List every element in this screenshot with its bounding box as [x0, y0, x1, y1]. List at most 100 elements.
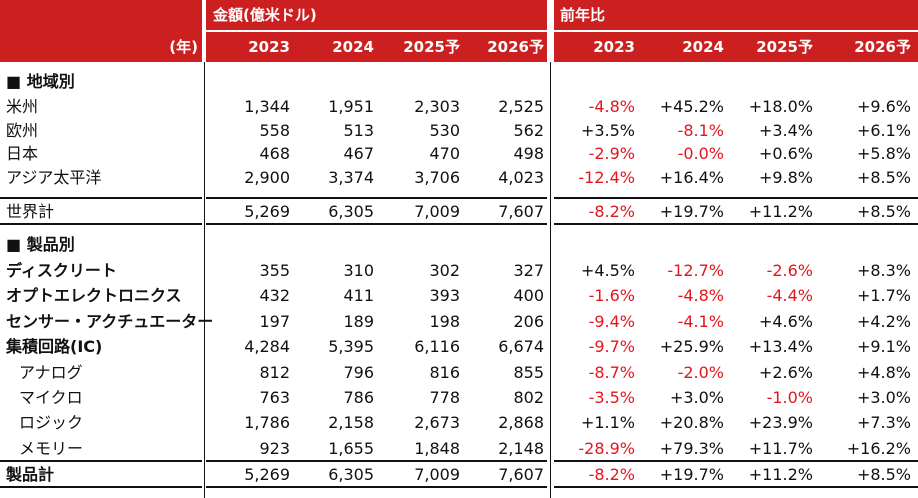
amount-cell: 206 — [513, 311, 544, 331]
amount-cell: 796 — [343, 362, 374, 382]
amount-cell: 778 — [429, 388, 460, 407]
yoy-cell: +2.6% — [758, 362, 813, 382]
amount-cell: 816 — [429, 362, 460, 382]
yoy-cell: -8.2% — [588, 465, 635, 484]
amount-cell: 355 — [259, 261, 290, 280]
amount-year-header: 2026予 — [487, 38, 544, 56]
yoy-cell: +7.3% — [856, 413, 911, 433]
yoy-cell: +19.7% — [659, 465, 724, 484]
yoy-cell: +1.7% — [856, 286, 911, 306]
yoy-cell: +9.8% — [758, 167, 813, 187]
amount-cell: 2,148 — [498, 438, 544, 458]
yoy-cell: +45.2% — [659, 97, 724, 116]
yoy-cell: +13.4% — [748, 337, 813, 357]
amount-year-header: 2025予 — [403, 38, 460, 56]
total-rule — [0, 460, 202, 462]
yoy-cell: +4.8% — [856, 362, 911, 382]
yoy-cell: -1.6% — [588, 286, 635, 306]
table-row: アナログ 812 796 816 855 -8.7% -2.0% +2.6% +4.8% — [0, 360, 918, 385]
amount-cell: 530 — [429, 120, 460, 140]
yoy-cell: -4.4% — [766, 286, 813, 306]
yoy-year-header: 2025予 — [756, 38, 813, 56]
yoy-cell: +9.6% — [856, 97, 911, 116]
amount-cell: 4,023 — [498, 167, 544, 187]
amount-cell: 5,269 — [244, 202, 290, 221]
table-row: ディスクリート 355 310 302 327 +4.5% -12.7% -2.6% +8.3% — [0, 258, 918, 283]
yoy-cell: +5.8% — [856, 144, 911, 163]
total-row: 製品計 5,269 6,305 7,009 7,607 -8.2% +19.7% +11.2%… — [0, 462, 918, 487]
amount-cell: 2,303 — [414, 97, 460, 116]
yoy-cell: -4.8% — [588, 97, 635, 116]
year-label: (年) — [169, 38, 198, 56]
total-rule — [0, 486, 202, 488]
yoy-cell: +4.2% — [856, 311, 911, 331]
amount-cell: 470 — [429, 144, 460, 163]
yoy-cell: -9.4% — [588, 311, 635, 331]
yoy-cell: +3.0% — [669, 388, 724, 407]
column-divider — [204, 62, 205, 498]
yoy-cell: -8.2% — [588, 202, 635, 221]
amount-cell: 327 — [513, 261, 544, 280]
header-separator — [554, 30, 918, 32]
amount-cell: 2,525 — [498, 97, 544, 116]
yoy-cell: +23.9% — [748, 413, 813, 433]
amount-cell: 855 — [513, 362, 544, 382]
row-label: センサー・アクチュエーター — [6, 311, 214, 331]
yoy-cell: -4.1% — [677, 311, 724, 331]
yoy-cell: +11.2% — [748, 202, 813, 221]
amount-cell: 1,655 — [328, 438, 374, 458]
total-row: 世界計 5,269 6,305 7,009 7,607 -8.2% +19.7% +11.2%… — [0, 199, 918, 224]
yoy-cell: -12.4% — [578, 167, 635, 187]
amount-cell: 3,374 — [328, 167, 374, 187]
header-separator — [547, 0, 554, 62]
amount-year-header: 2024 — [332, 38, 374, 56]
yoy-cell: +8.5% — [856, 167, 911, 187]
yoy-cell: +20.8% — [659, 413, 724, 433]
amount-cell: 498 — [513, 144, 544, 163]
yoy-cell: -4.8% — [677, 286, 724, 306]
table-row: センサー・アクチュエーター 197 189 198 206 -9.4% -4.1% +4.6%… — [0, 309, 918, 334]
table-header: 金額(億米ドル) 前年比 (年) 2023 2024 2025予 2026予 2… — [0, 0, 918, 62]
amount-cell: 198 — [429, 311, 460, 331]
amount-cell: 6,674 — [498, 337, 544, 357]
amount-cell: 513 — [343, 120, 374, 140]
yoy-cell: -2.9% — [588, 144, 635, 163]
yoy-cell: +19.7% — [659, 202, 724, 221]
total-rule — [0, 223, 202, 225]
amount-cell: 6,116 — [414, 337, 460, 357]
row-label: 米州 — [6, 97, 39, 116]
amount-cell: 7,607 — [498, 202, 544, 221]
yoy-cell: +8.5% — [856, 202, 911, 221]
amount-cell: 1,786 — [244, 413, 290, 433]
amount-cell: 6,305 — [328, 465, 374, 484]
yoy-cell: -28.9% — [578, 438, 635, 458]
yoy-cell: -12.7% — [667, 261, 724, 280]
amount-cell: 5,395 — [328, 337, 374, 357]
amount-cell: 558 — [259, 120, 290, 140]
amount-cell: 2,158 — [328, 413, 374, 433]
yoy-cell: -0.0% — [677, 144, 724, 163]
section-heading-product: ■ 製品別 — [6, 235, 75, 254]
amount-cell: 468 — [259, 144, 290, 163]
yoy-cell: +16.4% — [659, 167, 724, 187]
yoy-cell: +9.1% — [856, 337, 911, 357]
yoy-cell: +4.5% — [580, 261, 635, 280]
yoy-cell: +3.0% — [856, 388, 911, 407]
yoy-cell: +4.6% — [758, 311, 813, 331]
row-label: アナログ — [19, 362, 83, 382]
yoy-cell: -2.6% — [766, 261, 813, 280]
yoy-group-title: 前年比 — [560, 6, 606, 24]
table-row: マイクロ 763 786 778 802 -3.5% +3.0% -1.0% +3.0% — [0, 385, 918, 410]
total-rule — [554, 223, 918, 225]
row-label: 欧州 — [6, 120, 39, 140]
amount-cell: 393 — [429, 286, 460, 306]
amount-cell: 197 — [259, 311, 290, 331]
column-divider — [550, 62, 551, 498]
total-rule — [206, 460, 547, 462]
yoy-cell: +8.3% — [856, 261, 911, 280]
total-rule — [206, 223, 547, 225]
table-row: 日本 468 467 470 498 -2.9% -0.0% +0.6% +5.8% — [0, 141, 918, 166]
row-label: メモリー — [19, 438, 84, 458]
yoy-cell: +0.6% — [758, 144, 813, 163]
yoy-cell: -9.7% — [588, 337, 635, 357]
